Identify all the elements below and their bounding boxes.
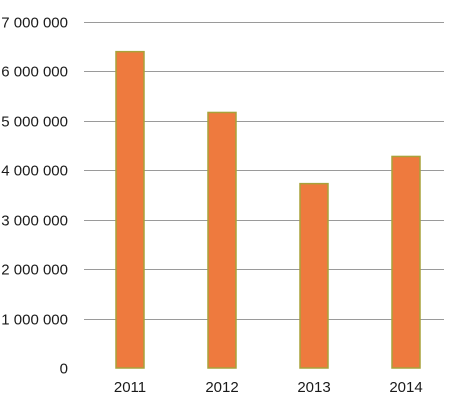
x-tick-label: 2014 [389,379,422,396]
y-tick-label: 0 [60,361,68,378]
bar-2013 [299,182,329,369]
y-tick-label: 6 000 000 [1,64,68,81]
y-tick-label: 7 000 000 [1,15,68,32]
x-tick-label: 2011 [114,379,146,396]
bar-2011 [115,50,145,369]
bars [115,50,421,369]
y-tick-label: 2 000 000 [1,262,68,279]
x-axis-tick-labels: 2011 2012 2013 2014 [114,379,423,396]
y-tick-label: 3 000 000 [1,213,68,230]
x-tick-label: 2012 [205,379,238,396]
y-tick-label: 1 000 000 [1,312,68,329]
y-tick-label: 5 000 000 [1,114,68,131]
y-tick-label: 4 000 000 [1,163,68,180]
bar-2012 [207,111,237,369]
bar-2014 [391,155,421,369]
x-tick-label: 2013 [297,379,330,396]
y-axis-tick-labels: 0 1 000 000 2 000 000 3 000 000 4 000 000 5 0… [1,15,68,378]
